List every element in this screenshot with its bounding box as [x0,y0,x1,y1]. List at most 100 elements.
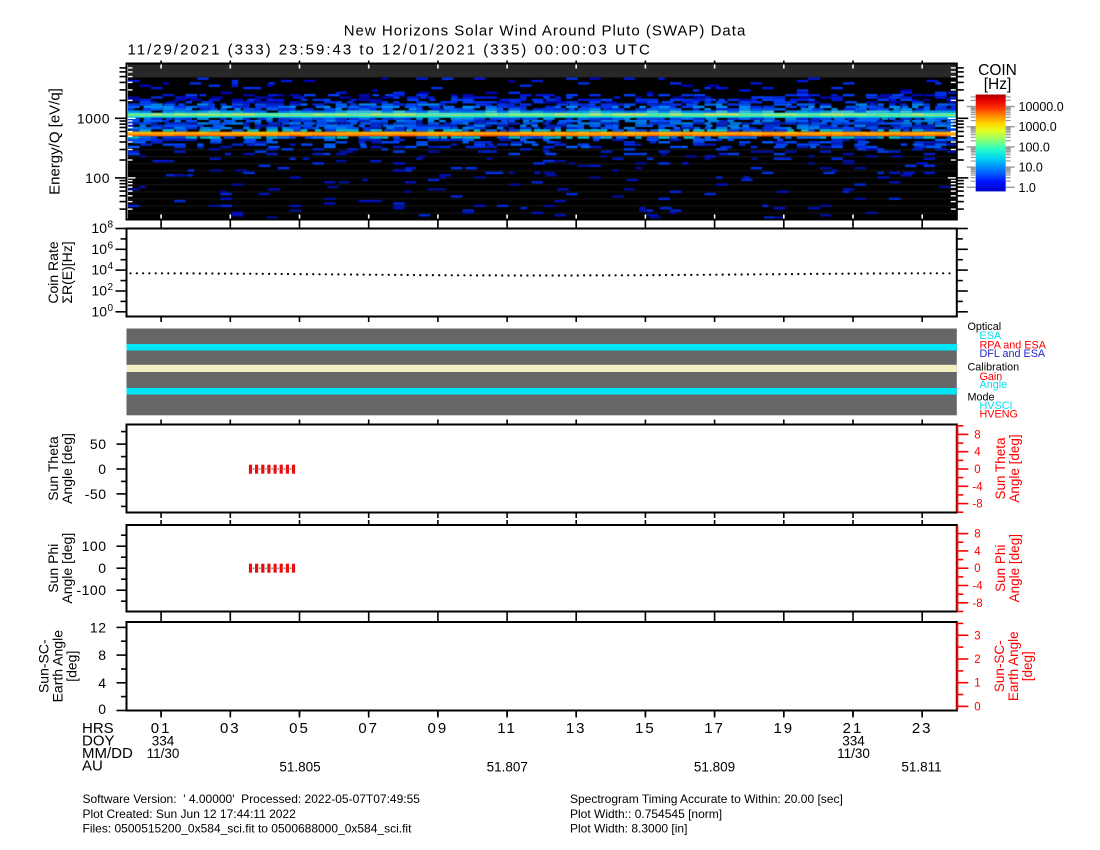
svg-text:2: 2 [974,654,980,666]
svg-text:Files: 0500515200_0x584_sci.fi: Files: 0500515200_0x584_sci.fit to 05006… [83,822,413,836]
svg-text:DOY: DOY [82,733,115,750]
svg-text:23: 23 [912,720,933,737]
svg-text:8: 8 [98,647,106,663]
svg-text:RPA and ESA: RPA and ESA [980,340,1047,352]
svg-text:12: 12 [90,619,107,635]
svg-text:Angle: Angle [980,379,1008,391]
svg-text:Optical: Optical [968,321,1002,333]
svg-text:01: 01 [151,720,172,737]
svg-text:05: 05 [289,720,310,737]
svg-text:1000.0: 1000.0 [1019,120,1057,134]
svg-text:11: 11 [497,720,517,737]
svg-text:Spectrogram Timing Accurate to: Spectrogram Timing Accurate to Within: 2… [570,792,843,806]
svg-text:Earth Angle: Earth Angle [1006,631,1021,701]
svg-text:-50: -50 [85,486,107,502]
svg-text:10: 10 [91,220,107,236]
svg-text:-100: -100 [76,582,106,598]
svg-text:Sun Phi: Sun Phi [993,545,1008,592]
svg-text:100: 100 [82,538,107,554]
svg-text:8: 8 [108,220,114,231]
svg-text:HRS: HRS [82,720,114,737]
svg-text:2: 2 [108,282,114,293]
svg-text:Angle [deg]: Angle [deg] [59,433,75,504]
svg-text:10000.0: 10000.0 [1019,100,1064,114]
svg-text:0: 0 [98,560,106,576]
svg-text:Sun Theta: Sun Theta [993,437,1008,500]
svg-text:Plot Created: Sun Jun 12 17:44: Plot Created: Sun Jun 12 17:44:11 2022 [83,807,297,821]
svg-text:DFL and ESA: DFL and ESA [980,348,1046,360]
svg-text:11/30: 11/30 [147,746,180,761]
svg-text:1.0: 1.0 [1019,181,1036,195]
svg-text:Plot Width: 8.3000 [in]: Plot Width: 8.3000 [in] [570,822,687,836]
svg-text:[Hz]: [Hz] [984,76,1012,93]
svg-text:-8: -8 [972,598,982,610]
svg-text:07: 07 [358,720,379,737]
svg-text:334: 334 [152,734,175,749]
svg-text:6: 6 [108,240,114,251]
svg-text:3: 3 [974,630,980,642]
svg-text:-4: -4 [972,581,983,593]
svg-text:0: 0 [98,701,106,717]
svg-text:-8: -8 [972,499,982,511]
svg-text:Sun Phi: Sun Phi [45,544,61,593]
svg-text:ΣR(E)[Hz]: ΣR(E)[Hz] [59,241,75,303]
svg-text:4: 4 [98,675,106,691]
svg-text:50: 50 [90,436,107,452]
svg-text:1: 1 [974,678,980,690]
svg-text:COIN: COIN [978,62,1017,79]
svg-text:51.807: 51.807 [487,760,528,775]
svg-text:HVSCI: HVSCI [980,400,1013,412]
svg-text:1000: 1000 [77,110,110,126]
svg-text:0: 0 [98,461,106,477]
svg-text:[deg]: [deg] [64,651,80,682]
svg-text:51.805: 51.805 [279,760,320,775]
svg-text:09: 09 [428,720,449,737]
svg-text:19: 19 [773,720,794,737]
svg-text:Angle [deg]: Angle [deg] [59,533,75,604]
svg-text:10: 10 [91,283,107,299]
svg-text:4: 4 [108,261,114,272]
svg-text:AU: AU [82,758,103,775]
svg-text:334: 334 [842,734,865,749]
svg-text:New Horizons Solar Wind Around: New Horizons Solar Wind Around Pluto (SW… [344,23,747,40]
svg-text:10.0: 10.0 [1019,161,1043,175]
svg-text:0: 0 [108,303,114,314]
svg-text:15: 15 [635,720,656,737]
svg-text:4: 4 [974,546,981,558]
svg-text:03: 03 [220,720,241,737]
svg-text:4: 4 [974,447,981,459]
svg-text:Calibration: Calibration [968,361,1020,373]
svg-text:Software Version: ' 4.00000': Software Version: ' 4.00000' Processed: … [83,792,421,806]
svg-text:Sun-SC-: Sun-SC- [36,639,52,693]
svg-text:Coin Rate: Coin Rate [45,241,61,303]
svg-text:100.0: 100.0 [1019,140,1050,154]
svg-text:Sun-SC-: Sun-SC- [992,640,1007,692]
svg-text:0: 0 [974,563,980,575]
svg-text:11/30: 11/30 [837,746,870,761]
svg-text:Mode: Mode [968,391,995,403]
svg-text:17: 17 [704,720,725,737]
svg-text:0: 0 [974,464,980,476]
svg-text:10: 10 [91,241,107,257]
svg-text:HVENG: HVENG [980,408,1018,420]
svg-text:51.809: 51.809 [694,760,735,775]
svg-text:Gain: Gain [980,371,1003,383]
svg-text:8: 8 [974,429,980,441]
svg-text:21: 21 [843,720,864,737]
svg-text:Plot Width:: 0.754545 [norm]: Plot Width:: 0.754545 [norm] [570,807,722,821]
svg-text:51.811: 51.811 [901,760,941,775]
svg-text:Earth Angle: Earth Angle [50,630,66,703]
svg-text:Angle [deg]: Angle [deg] [1007,534,1022,602]
svg-text:MM/DD: MM/DD [82,745,133,762]
svg-text:-4: -4 [972,481,983,493]
svg-text:Angle [deg]: Angle [deg] [1007,434,1022,502]
svg-text:ESA: ESA [980,330,1002,342]
svg-text:13: 13 [566,720,587,737]
svg-text:0: 0 [974,701,980,713]
svg-text:Energy/Q [eV/q]: Energy/Q [eV/q] [47,88,64,195]
svg-text:[deg]: [deg] [1020,651,1035,681]
svg-text:10: 10 [91,303,107,319]
svg-text:100: 100 [85,170,110,186]
svg-text:10: 10 [91,262,107,278]
svg-text:Sun Theta: Sun Theta [45,436,61,501]
